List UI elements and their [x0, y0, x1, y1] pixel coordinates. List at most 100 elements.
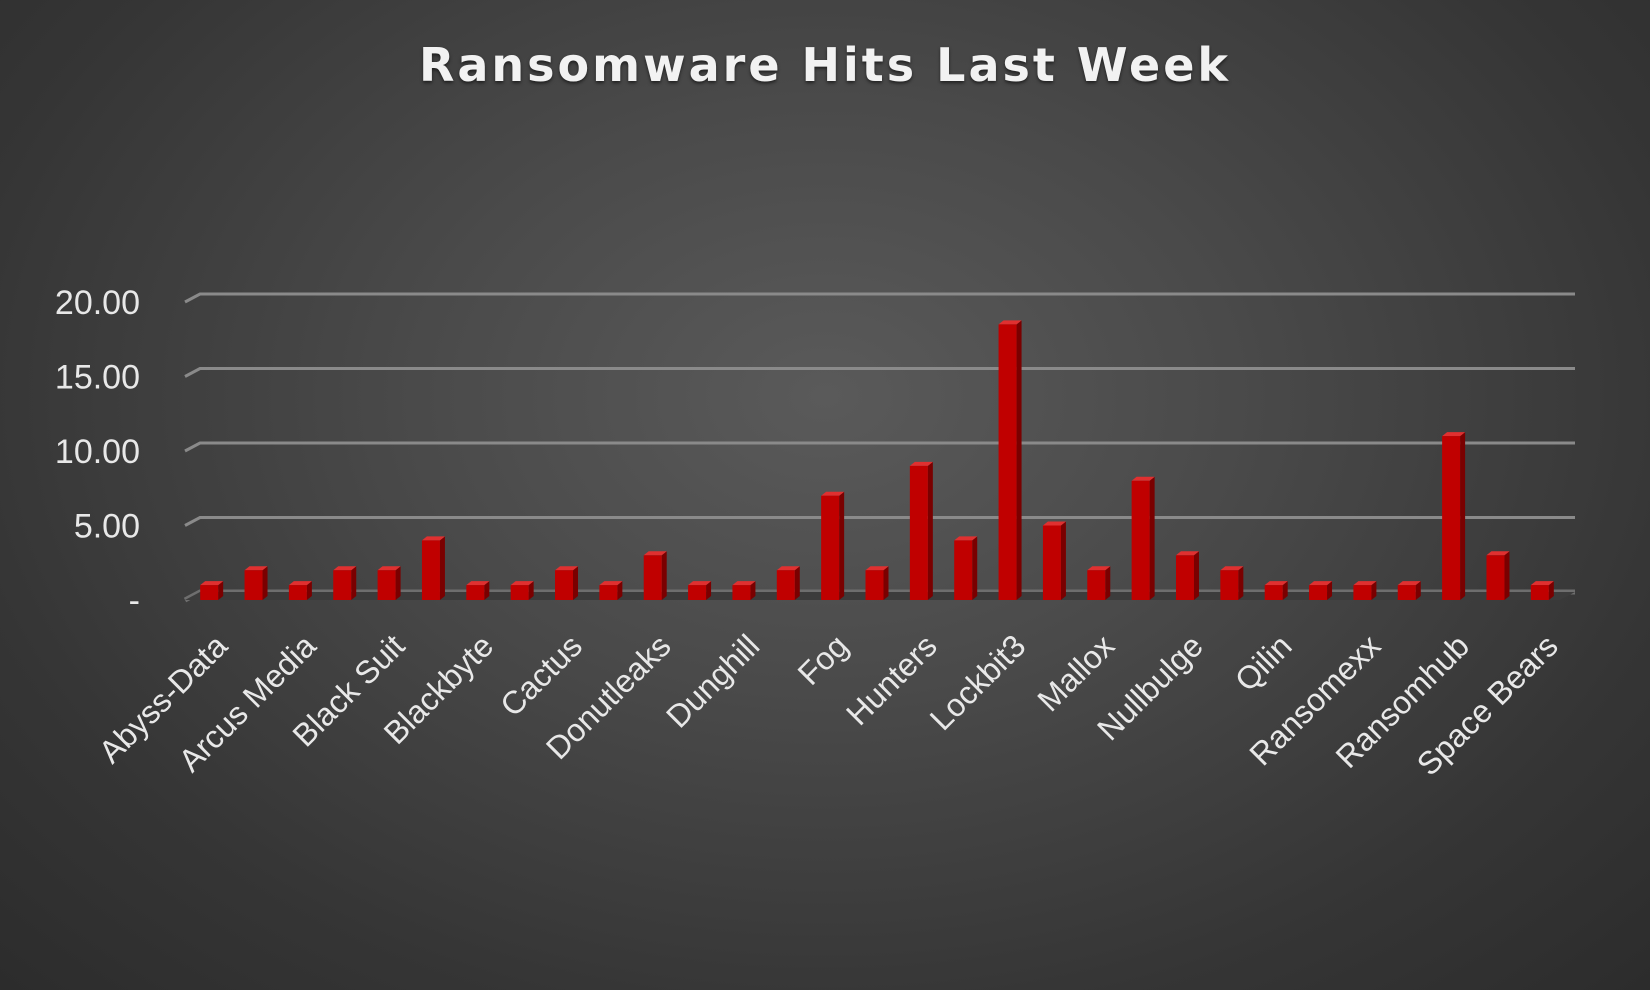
x-tick-label: Lockbit3: [923, 627, 1033, 737]
bar-front: [998, 324, 1017, 600]
bar: [1264, 581, 1288, 600]
bar-top: [732, 581, 756, 586]
bar-side: [1282, 581, 1288, 600]
bar: [865, 566, 889, 600]
y-tick-label: 20.00: [55, 284, 140, 322]
bar-front: [599, 585, 618, 600]
x-tick-label: Fog: [791, 627, 855, 691]
bar-top: [333, 566, 357, 571]
bar: [288, 581, 312, 600]
bar-side: [262, 566, 268, 600]
bar-top: [821, 491, 845, 496]
bar-front: [1486, 555, 1505, 600]
y-axis-ticks: - 5.00 10.00 15.00 20.00: [55, 284, 140, 620]
bar: [599, 581, 623, 600]
bar-front: [776, 570, 795, 600]
bar-front: [1442, 436, 1461, 600]
bar-side: [1371, 581, 1377, 600]
bar: [510, 581, 534, 600]
bar-front: [421, 540, 440, 600]
bar-front: [1042, 525, 1061, 600]
bar-side: [972, 536, 978, 600]
bar-top: [1486, 551, 1510, 556]
bar-front: [688, 585, 707, 600]
bar-top: [421, 536, 445, 541]
x-tick-label: Qilin: [1228, 627, 1299, 698]
gridline: [184, 292, 1575, 304]
bar: [1220, 566, 1244, 600]
bar-front: [865, 570, 884, 600]
bar-side: [439, 536, 445, 600]
bar: [1442, 432, 1466, 600]
bar-side: [1504, 551, 1510, 600]
bar-side: [573, 566, 579, 600]
bar: [421, 536, 445, 600]
bar-top: [865, 566, 889, 571]
bar: [555, 566, 579, 600]
bar-front: [466, 585, 485, 600]
bar: [643, 551, 667, 600]
bar-side: [395, 566, 401, 600]
gridline: [184, 367, 1575, 378]
bar-front: [821, 495, 840, 600]
bar-side: [1105, 566, 1111, 600]
y-tick-label: -: [129, 582, 140, 620]
bar: [1486, 551, 1510, 600]
bar-top: [1175, 551, 1199, 556]
bar-top: [688, 581, 712, 586]
bar: [244, 566, 268, 600]
bar: [1175, 551, 1199, 600]
bar: [776, 566, 800, 600]
bar: [1530, 581, 1554, 600]
bar-front: [510, 585, 529, 600]
bar-top: [555, 566, 579, 571]
bar-top: [244, 566, 268, 571]
bar-side: [750, 581, 756, 600]
bar-top: [200, 581, 224, 586]
bar-front: [1353, 585, 1372, 600]
bar-top: [1530, 581, 1554, 586]
bar: [333, 566, 357, 600]
bar-front: [244, 570, 263, 600]
bar-top: [776, 566, 800, 571]
bar-top: [1353, 581, 1377, 586]
bar-side: [484, 581, 490, 600]
bar-side: [1149, 476, 1155, 600]
y-tick-label: 5.00: [74, 508, 140, 546]
bar-side: [1193, 551, 1199, 600]
bar: [466, 581, 490, 600]
bar-side: [617, 581, 623, 600]
bar-top: [288, 581, 312, 586]
bar: [821, 491, 845, 600]
bar-front: [377, 570, 396, 600]
bar-side: [1548, 581, 1554, 600]
bar-side: [1238, 566, 1244, 600]
bar-top: [1042, 521, 1066, 526]
bar-front: [1087, 570, 1106, 600]
bar-top: [1087, 566, 1111, 571]
bar-top: [643, 551, 667, 556]
bar-side: [306, 581, 312, 600]
bar-side: [661, 551, 667, 600]
gridlines: [183, 292, 1575, 603]
bars: [200, 320, 1554, 600]
bar-front: [643, 555, 662, 600]
bar: [1131, 476, 1155, 600]
bar-side: [1460, 432, 1466, 600]
gridline: [184, 441, 1575, 453]
bar-top: [954, 536, 978, 541]
bar-top: [1131, 476, 1155, 481]
bar: [909, 461, 933, 600]
bar-top: [510, 581, 534, 586]
bar-side: [1415, 581, 1421, 600]
bar-side: [1016, 320, 1022, 600]
bar-top: [466, 581, 490, 586]
bar-top: [1220, 566, 1244, 571]
x-tick-label: Dunghill: [659, 627, 766, 734]
bar-front: [1530, 585, 1549, 600]
bar: [200, 581, 224, 600]
bar-front: [1397, 585, 1416, 600]
bar-side: [706, 581, 712, 600]
